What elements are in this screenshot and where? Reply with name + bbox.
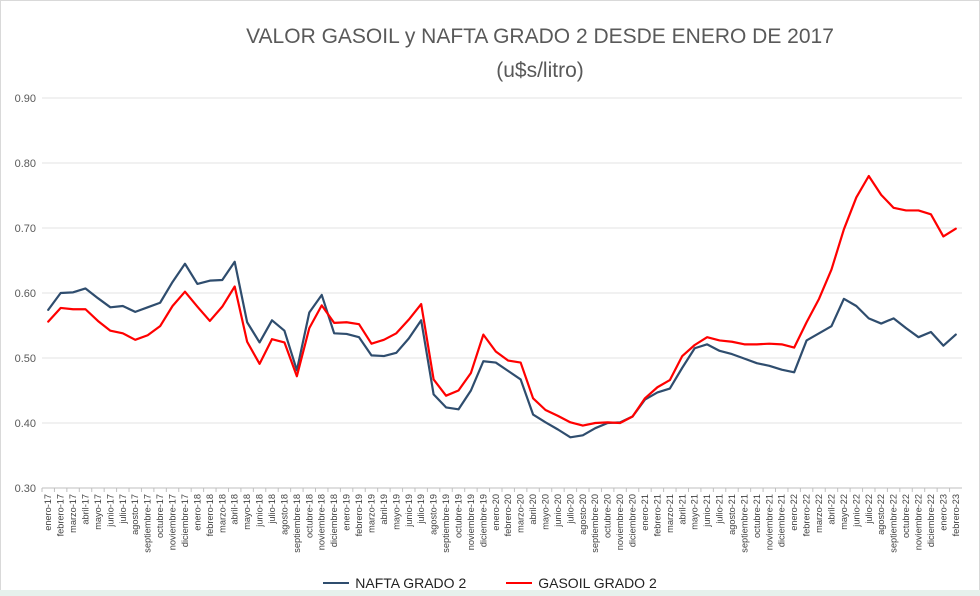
legend-swatch-gasoil [506,582,533,584]
x-tick-label: septiembre-18 [292,494,302,553]
y-tick-label: 0.90 [15,93,36,105]
x-tick-label: enero-17 [43,494,53,531]
x-tick-label: noviembre-22 [913,494,923,550]
x-tick-label: diciembre-22 [926,494,936,547]
x-tick-label: octubre-18 [304,494,314,538]
x-tick-label: diciembre-17 [180,494,190,547]
x-tick-label: noviembre-20 [615,494,625,550]
x-tick-label: abril-22 [826,494,836,525]
x-tick-label: noviembre-17 [168,494,178,550]
y-tick-label: 0.80 [15,158,36,170]
x-tick-label: marzo-20 [516,494,526,533]
x-tick-label: noviembre-19 [466,494,476,550]
x-tick-label: enero-20 [491,494,501,531]
y-tick-label: 0.70 [15,223,36,235]
x-tick-label: julio-21 [715,494,725,525]
x-tick-label: septiembre-22 [889,494,899,553]
x-tick-label: agosto-17 [130,494,140,535]
chart-title: VALOR GASOIL y NAFTA GRADO 2 DESDE ENERO… [246,25,834,48]
x-tick-label: abril-19 [379,494,389,525]
x-tick-label: enero-21 [640,494,650,531]
legend-label-gasoil: GASOIL GRADO 2 [538,575,657,591]
x-tick-label: agosto-22 [876,494,886,535]
x-tick-label: julio-19 [416,494,426,525]
x-tick-label: mayo-19 [391,494,401,530]
x-tick-label: junio-21 [702,494,712,528]
x-tick-label: julio-17 [118,494,128,525]
x-tick-label: julio-22 [864,494,874,525]
x-tick-label: septiembre-19 [441,494,451,553]
x-tick-label: enero-23 [938,494,948,531]
x-tick-label: septiembre-17 [143,494,153,553]
x-tick-label: agosto-20 [578,494,588,535]
x-tick-label: enero-22 [789,494,799,531]
x-tick-label: septiembre-21 [739,494,749,553]
x-tick-label: mayo-18 [242,494,252,530]
x-tick-label: abril-17 [81,494,91,525]
series-line-gasoil [47,174,957,427]
x-tick-label: marzo-18 [217,494,227,533]
x-tick-label: octubre-19 [453,494,463,538]
x-tick-label: diciembre-21 [777,494,787,547]
x-tick-label: diciembre-19 [478,494,488,547]
series-line-nafta [47,260,957,439]
x-tick-label: febrero-22 [802,494,812,536]
x-tick-label: mayo-17 [93,494,103,530]
legend-item-nafta: NAFTA GRADO 2 [323,575,466,591]
x-tick-label: febrero-20 [503,494,513,536]
x-tick-label: abril-21 [677,494,687,525]
x-tick-label: febrero-17 [56,494,66,536]
x-tick-label: junio-19 [404,494,414,528]
legend-item-gasoil: GASOIL GRADO 2 [506,575,657,591]
x-tick-label: julio-20 [565,494,575,525]
x-tick-label: diciembre-20 [628,494,638,547]
x-tick-label: agosto-19 [429,494,439,535]
x-tick-label: octubre-20 [603,494,613,538]
x-tick-label: abril-20 [528,494,538,525]
x-tick-label: febrero-23 [951,494,961,536]
x-tick-label: octubre-22 [901,494,911,538]
x-tick-label: octubre-21 [752,494,762,538]
chart-legend: NAFTA GRADO 2 GASOIL GRADO 2 [0,572,980,594]
x-tick-label: julio-18 [267,494,277,525]
bottom-strip [0,590,980,596]
x-tick-label: enero-19 [342,494,352,531]
x-tick-label: febrero-19 [354,494,364,536]
x-tick-label: diciembre-18 [329,494,339,547]
chart-subtitle: (u$s/litro) [496,59,584,82]
y-tick-label: 0.40 [15,418,36,430]
x-tick-label: mayo-20 [541,494,551,530]
x-tick-label: junio-22 [851,494,861,528]
x-tick-label: enero-18 [192,494,202,531]
x-tick-label: mayo-22 [839,494,849,530]
y-tick-label: 0.60 [15,288,36,300]
x-tick-label: junio-20 [553,494,563,528]
x-tick-label: marzo-21 [665,494,675,533]
x-tick-label: octubre-17 [155,494,165,538]
x-tick-label: febrero-18 [205,494,215,536]
x-tick-label: agosto-18 [279,494,289,535]
x-tick-label: junio-17 [105,494,115,528]
x-tick-label: noviembre-21 [764,494,774,550]
x-tick-label: febrero-21 [652,494,662,536]
legend-swatch-nafta [323,582,350,584]
y-tick-label: 0.30 [15,483,36,495]
x-tick-label: agosto-21 [727,494,737,535]
x-tick-label: marzo-22 [814,494,824,533]
x-tick-label: mayo-21 [690,494,700,530]
x-tick-label: noviembre-18 [317,494,327,550]
x-tick-label: marzo-17 [68,494,78,533]
x-tick-label: marzo-19 [366,494,376,533]
legend-label-nafta: NAFTA GRADO 2 [355,575,467,591]
y-tick-label: 0.50 [15,353,36,365]
x-tick-label: abril-18 [230,494,240,525]
x-tick-label: junio-18 [255,494,265,528]
x-tick-label: septiembre-20 [590,494,600,553]
